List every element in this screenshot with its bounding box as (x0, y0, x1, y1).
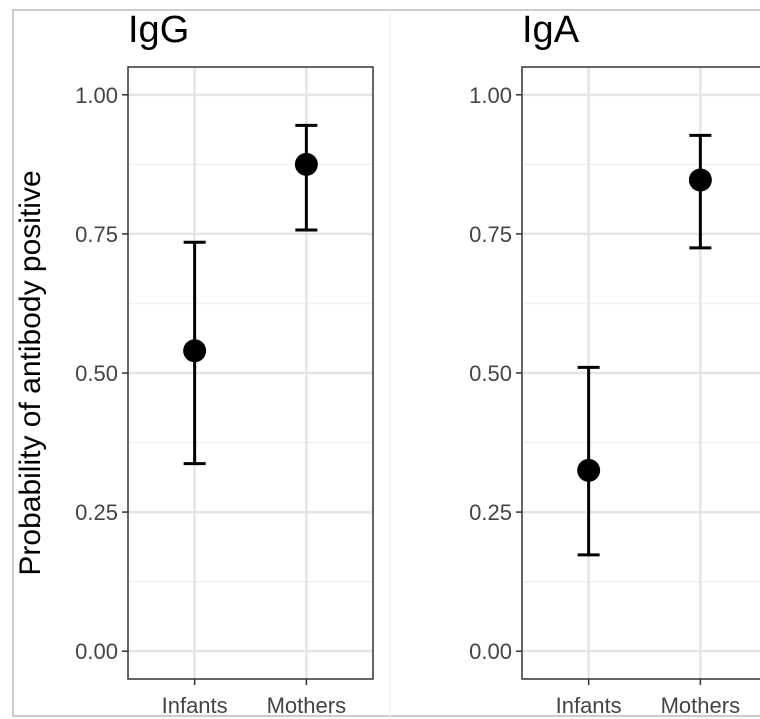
y-tick-label: 1.00 (75, 83, 118, 108)
y-tick-label: 0.25 (75, 500, 118, 525)
y-tick-label: 0.00 (469, 639, 512, 664)
x-ticks-iga: Infants Mothers (556, 679, 740, 718)
x-tick-label: Infants (162, 693, 228, 718)
y-tick-label: 0.25 (469, 500, 512, 525)
y-tick-label: 0.50 (75, 361, 118, 386)
data-point (688, 168, 712, 192)
y-tick-label: 0.50 (469, 361, 512, 386)
y-tick-label: 0.00 (75, 639, 118, 664)
data-point (183, 339, 207, 363)
y-tick-label: 1.00 (469, 83, 512, 108)
panel-iga: IgA 0.00 0.25 0.50 0.75 1.00 Infants Mothers (469, 9, 760, 718)
data-point (577, 458, 601, 482)
data-marks-igg (183, 123, 318, 466)
x-tick-label: Infants (556, 693, 622, 718)
gridlines-igg (128, 67, 373, 679)
panel-title-igg: IgG (128, 9, 189, 51)
panel-igg: IgG 0.00 0.25 0.50 0.75 1.00 Infants Mothers (75, 9, 374, 718)
y-tick-label: 0.75 (469, 222, 512, 247)
x-tick-label: Mothers (267, 693, 346, 718)
data-point (294, 152, 318, 176)
panel-title-iga: IgA (522, 9, 580, 51)
x-ticks-igg: Infants Mothers (162, 679, 346, 718)
y-ticks-igg: 0.00 0.25 0.50 0.75 1.00 (75, 83, 128, 664)
y-ticks-iga: 0.00 0.25 0.50 0.75 1.00 (469, 83, 522, 664)
y-tick-label: 0.75 (75, 222, 118, 247)
data-marks-iga (577, 133, 712, 557)
x-tick-label: Mothers (661, 693, 740, 718)
y-axis-title: Probability of antibody positive (14, 170, 47, 575)
